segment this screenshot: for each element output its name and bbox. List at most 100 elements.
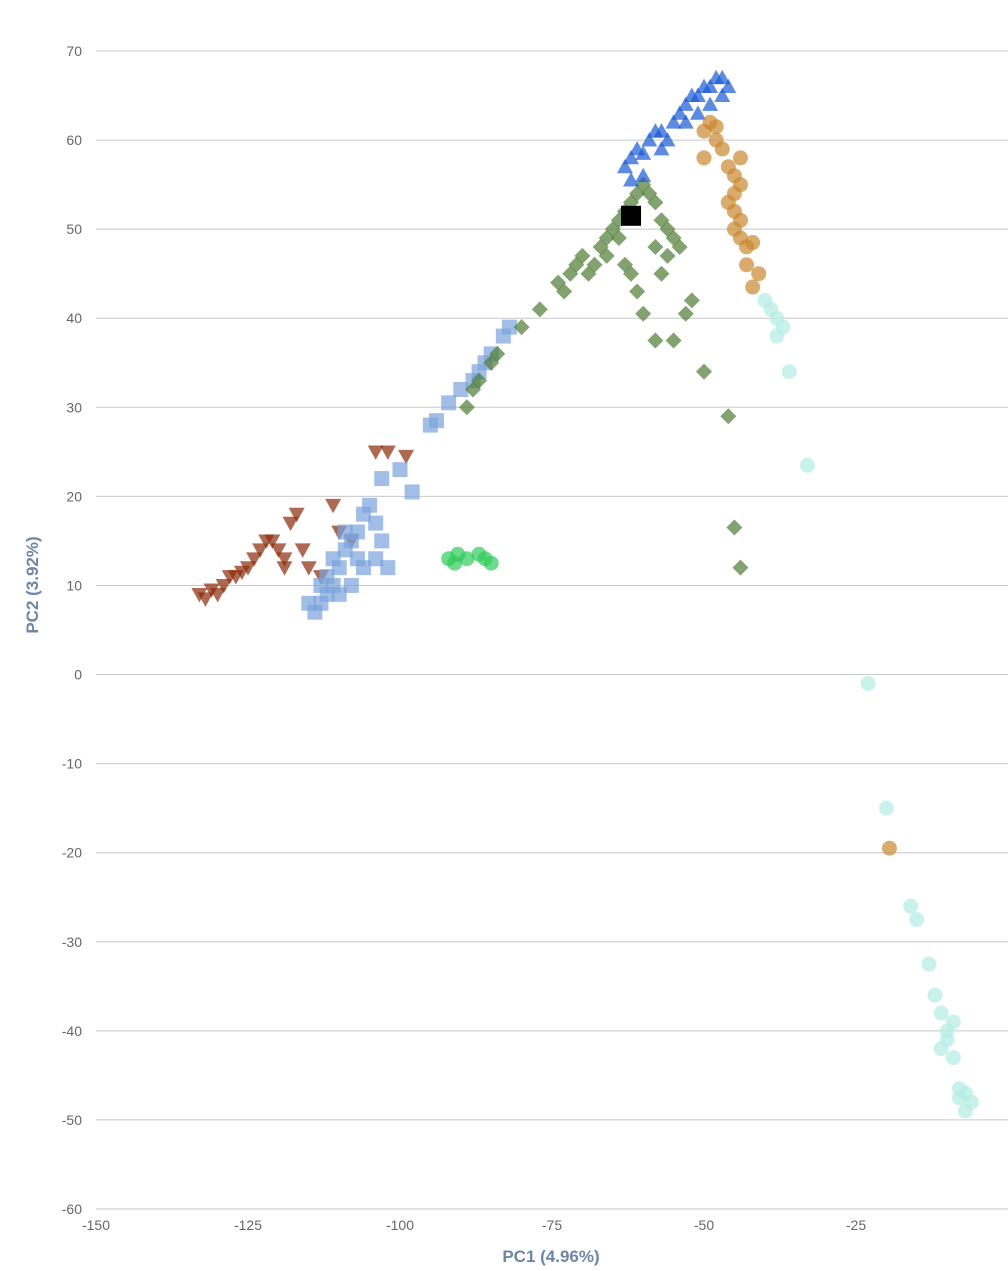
data-point <box>574 247 591 264</box>
data-point <box>951 1090 967 1106</box>
x-tick-label: -100 <box>386 1217 414 1233</box>
data-point <box>392 462 408 478</box>
data-point <box>714 69 731 85</box>
x-tick-label: -75 <box>542 1217 562 1233</box>
y-tick-label: 10 <box>66 577 82 593</box>
data-point <box>781 364 797 380</box>
data-point <box>586 256 603 273</box>
x-tick-label: -150 <box>82 1217 110 1233</box>
data-point <box>458 399 475 416</box>
data-point <box>696 363 712 380</box>
y-tick-label: 0 <box>74 667 82 683</box>
data-point <box>677 305 694 322</box>
data-point <box>945 1014 961 1030</box>
horizontal-gridlines <box>96 50 1008 1210</box>
y-tick-label: -30 <box>62 934 82 950</box>
data-point <box>732 150 748 166</box>
data-point <box>349 524 365 540</box>
data-point <box>860 675 876 691</box>
data-point <box>441 395 457 411</box>
data-point <box>380 560 396 576</box>
data-point <box>671 238 688 255</box>
y-tick-label: -10 <box>62 756 82 772</box>
data-point <box>677 114 694 129</box>
data-point <box>881 840 897 856</box>
data-point <box>428 413 444 429</box>
data-point <box>653 123 670 138</box>
y-tick-label: 70 <box>66 43 82 59</box>
data-point <box>708 119 724 135</box>
data-point <box>647 238 664 255</box>
data-point <box>252 543 269 558</box>
data-point <box>671 105 688 120</box>
y-tick-label: 50 <box>66 221 82 237</box>
data-point <box>903 898 919 914</box>
data-point <box>556 283 573 300</box>
data-point <box>404 484 420 500</box>
data-point <box>653 265 670 282</box>
data-point <box>300 561 317 576</box>
data-point <box>689 105 706 120</box>
scatter-points <box>191 69 980 1119</box>
data-point <box>933 1005 949 1021</box>
data-point <box>720 78 737 94</box>
data-point <box>616 158 633 174</box>
x-axis-title: PC1 (4.96%) <box>502 1247 599 1266</box>
data-point <box>720 408 737 425</box>
data-point <box>294 543 311 558</box>
data-point <box>714 141 730 157</box>
data-point <box>368 515 384 531</box>
data-point <box>745 235 761 251</box>
data-point <box>459 551 475 567</box>
data-point <box>501 319 517 335</box>
data-point <box>702 96 719 111</box>
data-point <box>739 257 755 273</box>
data-point <box>957 1103 973 1119</box>
data-point <box>939 1032 955 1048</box>
y-tick-label: -40 <box>62 1023 82 1039</box>
data-point <box>623 172 640 187</box>
data-point <box>921 956 937 972</box>
y-tick-label: 20 <box>66 488 82 504</box>
data-point <box>264 534 281 549</box>
data-point <box>246 552 263 567</box>
data-point <box>641 132 658 147</box>
data-point <box>659 132 676 147</box>
x-tick-label: -125 <box>234 1217 262 1233</box>
data-point <box>647 332 664 349</box>
y-axis-title: PC2 (3.92%) <box>23 536 42 633</box>
data-point <box>647 194 664 211</box>
data-point <box>745 279 761 295</box>
data-point <box>751 266 767 282</box>
data-point <box>368 551 384 567</box>
data-point <box>276 552 293 567</box>
data-point <box>325 498 342 514</box>
y-tick-label: 30 <box>66 399 82 415</box>
data-point <box>714 87 731 102</box>
data-point <box>374 533 390 549</box>
data-point <box>379 445 396 460</box>
data-point <box>337 524 353 540</box>
data-point <box>374 471 390 487</box>
data-point <box>209 587 226 603</box>
data-point <box>610 230 627 247</box>
data-point <box>276 561 293 576</box>
data-point <box>288 507 305 523</box>
data-point <box>635 305 652 322</box>
data-point <box>483 555 499 571</box>
data-point <box>489 345 506 362</box>
data-point <box>513 319 530 336</box>
data-point <box>653 140 670 156</box>
data-point <box>665 114 682 129</box>
data-point <box>331 586 347 602</box>
data-point <box>623 265 640 282</box>
data-point <box>696 150 712 166</box>
data-point <box>702 78 719 94</box>
data-point <box>343 577 359 593</box>
data-point <box>732 559 749 576</box>
data-point <box>471 372 488 389</box>
data-point <box>598 247 615 264</box>
x-tick-label: -50 <box>694 1217 714 1233</box>
data-point <box>367 445 384 460</box>
